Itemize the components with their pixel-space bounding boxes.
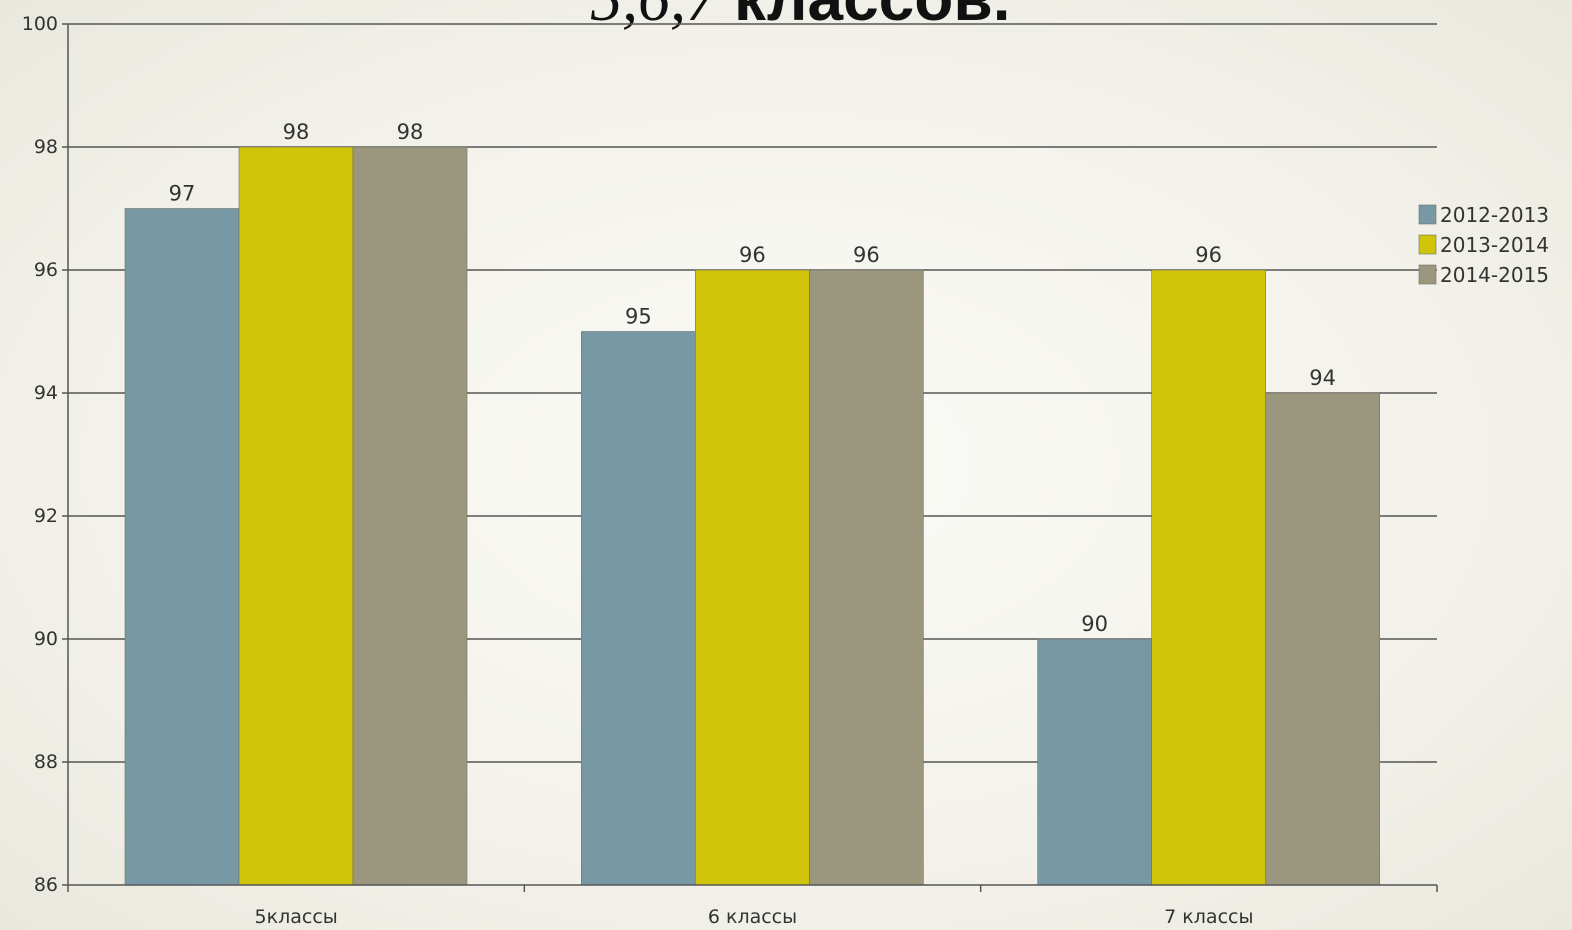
data-label: 95 bbox=[625, 305, 652, 329]
data-label: 94 bbox=[1309, 366, 1336, 390]
labels: 86 88 90 92 94 96 98 100 97 98 98 5классы 95 96 96 6 кл… bbox=[22, 13, 1336, 928]
axes bbox=[62, 23, 1438, 892]
y-tick-label: 92 bbox=[34, 505, 58, 527]
bar bbox=[695, 269, 810, 886]
title-word: классов. bbox=[734, 0, 1010, 34]
y-tick-label: 100 bbox=[22, 13, 58, 35]
data-label: 96 bbox=[1195, 243, 1222, 267]
data-label: 96 bbox=[739, 243, 766, 267]
data-label: 90 bbox=[1081, 612, 1108, 636]
y-tick-label: 88 bbox=[34, 751, 58, 773]
y-tick-label: 86 bbox=[34, 874, 58, 896]
y-tick-label: 96 bbox=[34, 259, 58, 281]
bar bbox=[238, 146, 354, 886]
bar bbox=[352, 146, 468, 886]
legend-entry: 2013-2014 bbox=[1440, 233, 1549, 257]
legend-swatch bbox=[1418, 264, 1437, 285]
y-tick-label: 90 bbox=[34, 628, 58, 650]
x-tick-label: 6 классы bbox=[708, 906, 797, 928]
data-label: 96 bbox=[853, 243, 880, 267]
y-tick-label: 94 bbox=[34, 382, 58, 404]
bar bbox=[1037, 638, 1152, 886]
data-label: 97 bbox=[169, 182, 196, 206]
legend-entry: 2012-2013 bbox=[1440, 203, 1549, 227]
chart-title: 5,6,7 классов. bbox=[590, 0, 1010, 39]
bar bbox=[1151, 269, 1266, 886]
bar bbox=[124, 208, 240, 886]
x-tick-label: 7 классы bbox=[1164, 906, 1253, 928]
x-tick-label: 5классы bbox=[255, 906, 338, 928]
bar bbox=[1265, 392, 1380, 886]
legend-swatch bbox=[1418, 204, 1437, 225]
bar bbox=[809, 269, 924, 886]
title-digits: 5,6,7 bbox=[590, 0, 734, 34]
y-tick-label: 98 bbox=[34, 136, 58, 158]
legend: 2012-2013 2013-2014 2014-2015 bbox=[1418, 203, 1549, 287]
bars bbox=[124, 146, 1380, 886]
data-label: 98 bbox=[283, 120, 310, 144]
legend-entry: 2014-2015 bbox=[1440, 263, 1549, 287]
legend-swatch bbox=[1418, 234, 1437, 255]
bar bbox=[581, 331, 696, 886]
data-label: 98 bbox=[397, 120, 424, 144]
